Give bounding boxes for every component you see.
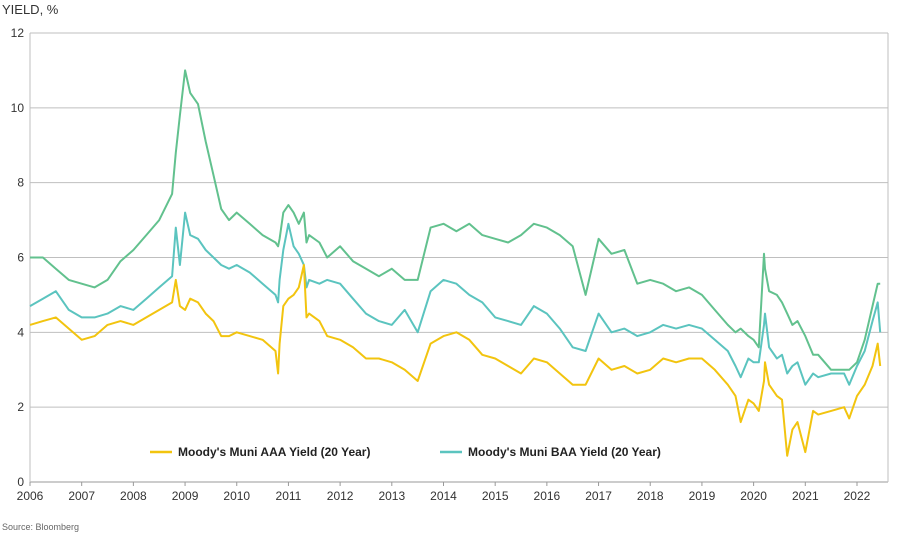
legend: Moody's Muni AAA Yield (20 Year) Moody's… xyxy=(150,445,661,459)
x-tick-label: 2016 xyxy=(534,489,561,503)
y-tick-label: 0 xyxy=(17,475,24,489)
x-tick-label: 2013 xyxy=(378,489,405,503)
x-tick-label: 2018 xyxy=(637,489,664,503)
legend-label-aaa: Moody's Muni AAA Yield (20 Year) xyxy=(178,445,370,459)
source-note: Source: Bloomberg xyxy=(2,522,79,532)
x-tick-label: 2022 xyxy=(844,489,871,503)
y-tick-label: 6 xyxy=(17,251,24,265)
grid-lines xyxy=(29,32,889,483)
series-line-0 xyxy=(29,264,882,457)
x-tick-label: 2006 xyxy=(17,489,44,503)
y-tick-label: 2 xyxy=(17,400,24,414)
y-axis-title: YIELD, % xyxy=(2,2,59,17)
legend-label-baa: Moody's Muni BAA Yield (20 Year) xyxy=(468,445,661,459)
y-tick-label: 12 xyxy=(11,26,25,40)
x-tick-label: 2021 xyxy=(792,489,819,503)
x-tick-label: 2019 xyxy=(689,489,716,503)
x-tick-label: 2007 xyxy=(68,489,95,503)
x-tick-label: 2010 xyxy=(223,489,250,503)
x-tick-label: 2012 xyxy=(327,489,354,503)
series-lines xyxy=(29,69,882,457)
x-axis-ticks: 2006 2007 2008 2009 2010 2011 2012 2013 2014 2015… xyxy=(17,482,871,503)
series-line-2 xyxy=(30,69,881,371)
x-tick-label: 2017 xyxy=(585,489,612,503)
y-tick-label: 4 xyxy=(17,325,24,339)
series-line-1 xyxy=(29,211,882,386)
y-tick-label: 8 xyxy=(17,176,24,190)
x-tick-label: 2014 xyxy=(430,489,457,503)
y-axis-ticks: 0 2 4 6 8 10 12 xyxy=(11,26,25,489)
x-tick-label: 2020 xyxy=(740,489,767,503)
y-tick-label: 10 xyxy=(11,101,25,115)
x-tick-label: 2011 xyxy=(276,489,302,503)
x-tick-label: 2009 xyxy=(172,489,199,503)
x-tick-label: 2015 xyxy=(482,489,509,503)
x-tick-label: 2008 xyxy=(120,489,147,503)
